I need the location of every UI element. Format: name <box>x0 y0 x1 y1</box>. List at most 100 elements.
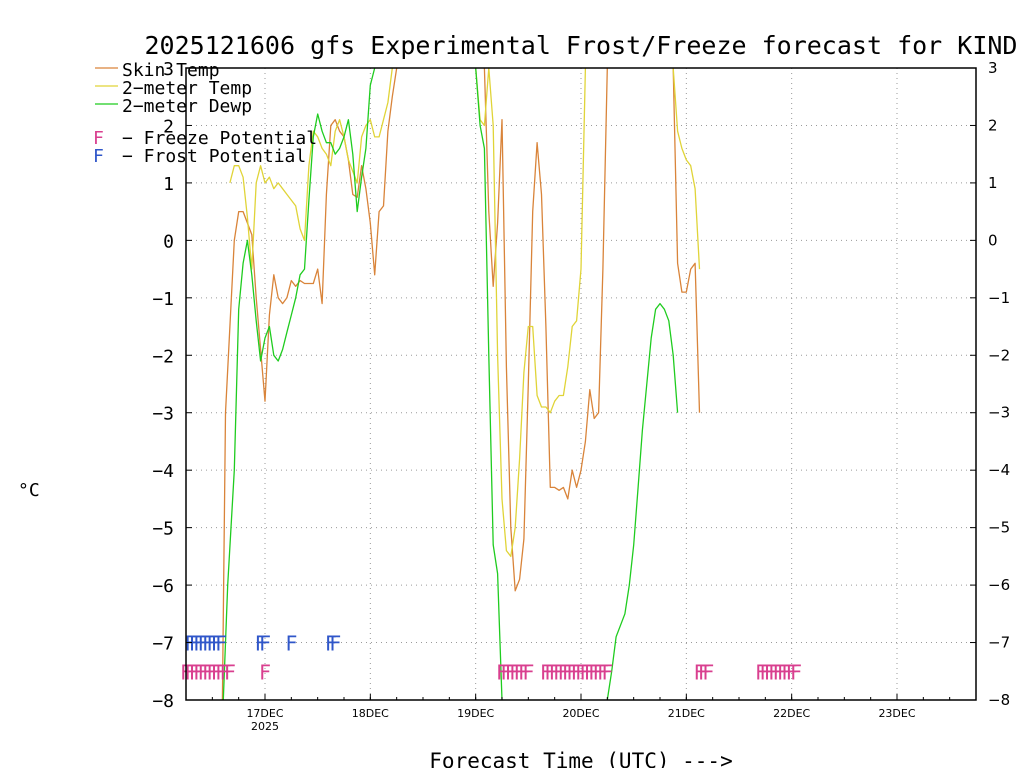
x-tick-label: 21DEC <box>668 707 705 720</box>
frost-marker: F <box>259 632 271 656</box>
freeze-marker: F <box>566 660 578 684</box>
freeze-marker: F <box>777 660 789 684</box>
y-tick-label-right: 3 <box>988 59 998 77</box>
y-tick-label: −6 <box>152 576 174 597</box>
y-tick-label-right: −7 <box>988 634 1010 652</box>
y-tick-label: −7 <box>152 634 174 655</box>
legend-label-2m-dewp: 2−meter Dewp <box>122 96 252 117</box>
freeze-marker: F <box>259 660 271 684</box>
y-tick-label-right: 2 <box>988 116 998 134</box>
freeze-marker: F <box>768 660 780 684</box>
freeze-marker: F <box>597 660 609 684</box>
freeze-marker: F <box>540 660 552 684</box>
freeze-marker: F <box>557 660 569 684</box>
freeze-marker: F <box>522 660 534 684</box>
x-tick-sublabel: 2025 <box>251 720 279 733</box>
y-tick-label-right: −1 <box>988 289 1010 307</box>
freeze-marker: F <box>518 660 530 684</box>
freeze-marker: F <box>198 660 210 684</box>
freeze-marker: F <box>786 660 798 684</box>
freeze-marker: F <box>773 660 785 684</box>
freeze-marker: F <box>549 660 561 684</box>
y-tick-label-right: −2 <box>988 346 1010 364</box>
freeze-marker: F <box>202 660 214 684</box>
frost-marker: F <box>202 632 214 656</box>
freeze-marker: F <box>764 660 776 684</box>
series-line-2-meter-dewp <box>222 67 376 701</box>
freeze-marker: F <box>588 660 600 684</box>
series-layer <box>221 67 701 701</box>
freeze-marker: F <box>584 660 596 684</box>
freeze-marker: F <box>575 660 587 684</box>
y-tick-label-right: 0 <box>988 231 998 249</box>
chart-title: 2025121606 gfs Experimental Frost/Freeze… <box>145 31 1018 60</box>
freeze-marker: F <box>698 660 710 684</box>
freeze-marker: F <box>553 660 565 684</box>
freeze-marker: F <box>593 660 605 684</box>
y-tick-label: −2 <box>152 346 174 367</box>
freeze-marker: F <box>509 660 521 684</box>
x-tick-label: 17DEC <box>246 707 283 720</box>
x-tick-label: 22DEC <box>773 707 810 720</box>
freeze-marker: F <box>694 660 706 684</box>
y-tick-label: 2 <box>163 116 174 137</box>
y-tick-label: −5 <box>152 519 174 540</box>
y-tick-label: 0 <box>163 231 174 252</box>
series-line-2-meter-dewp <box>606 302 679 701</box>
freeze-marker: F <box>220 660 232 684</box>
x-tick-label: 23DEC <box>878 707 915 720</box>
y-axis-label: °C <box>18 480 40 501</box>
freeze-marker: F <box>224 660 236 684</box>
frost-marker: F <box>189 632 201 656</box>
frost-marker: F <box>215 632 227 656</box>
frost-marker: F <box>198 632 210 656</box>
series-line-2-meter-temp <box>475 67 587 558</box>
freeze-marker: F <box>755 660 767 684</box>
legend-label-skin-temp: Skin Temp <box>122 60 220 81</box>
frost-marker: F <box>193 632 205 656</box>
freeze-marker: F <box>189 660 201 684</box>
freeze-marker: F <box>193 660 205 684</box>
freeze-marker: F <box>184 660 196 684</box>
frost-marker: F <box>211 632 223 656</box>
frost-marker: F <box>184 632 196 656</box>
freeze-marker: F <box>206 660 218 684</box>
legend-label-2m-temp: 2−meter Temp <box>122 78 252 99</box>
y-tick-label-right: −8 <box>988 691 1010 709</box>
y-tick-label-right: −3 <box>988 404 1010 422</box>
freeze-marker: F <box>579 660 591 684</box>
frost-marker: F <box>285 632 297 656</box>
y-tick-label: −8 <box>152 691 174 712</box>
legend-glyph-frost: F <box>93 146 104 167</box>
freeze-marker: F <box>514 660 526 684</box>
x-tick-label: 20DEC <box>562 707 599 720</box>
legend-label-frost: − Frost Potential <box>122 146 306 167</box>
series-line-skin-temp <box>672 67 701 413</box>
freeze-marker: F <box>562 660 574 684</box>
freeze-marker: F <box>759 660 771 684</box>
freeze-marker: F <box>500 660 512 684</box>
y-tick-label: −4 <box>152 461 174 482</box>
series-line-2-meter-temp <box>229 67 393 270</box>
freeze-marker: F <box>702 660 714 684</box>
series-line-2-meter-temp <box>672 67 701 270</box>
freeze-marker: F <box>211 660 223 684</box>
frost-marker: F <box>325 632 337 656</box>
frost-marker: F <box>206 632 218 656</box>
freeze-marker: F <box>496 660 508 684</box>
series-line-skin-temp <box>483 67 608 592</box>
y-tick-label-right: −6 <box>988 576 1010 594</box>
frost-marker: F <box>329 632 341 656</box>
y-tick-label: −3 <box>152 404 174 425</box>
x-tick-label: 18DEC <box>352 707 389 720</box>
series-line-skin-temp <box>221 67 398 701</box>
legend: Skin Temp 2−meter Temp 2−meter Dewp F − … <box>93 60 317 167</box>
x-tick-label: 19DEC <box>457 707 494 720</box>
freeze-marker: F <box>571 660 583 684</box>
legend-glyph-freeze: F <box>93 128 104 149</box>
